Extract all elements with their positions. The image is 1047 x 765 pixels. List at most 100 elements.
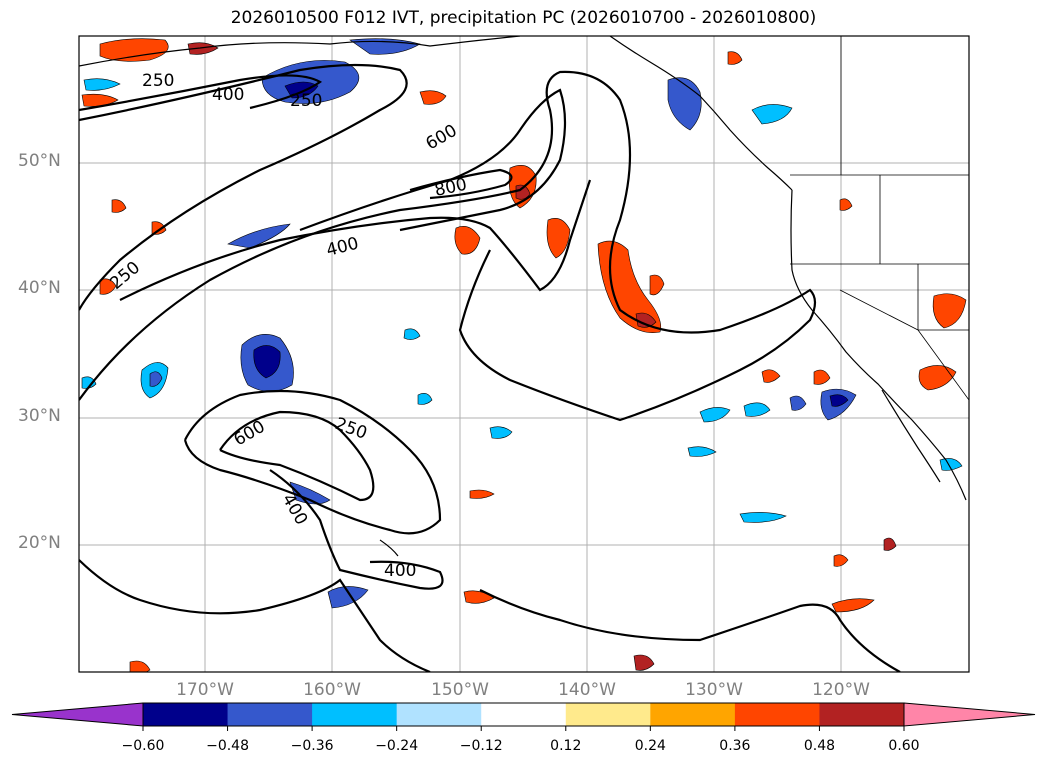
neg-blob-mid-3 [417,393,433,405]
colorbar-extension-max [903,702,1036,727]
map-title: 2026010500 F012 IVT, precipitation PC (2… [230,8,817,28]
ivt-600-core [299,88,567,232]
pos-blob-gulf [419,90,447,105]
neg-blob-west-core [149,371,163,387]
ivt-400-jet [119,179,592,301]
pos-blob-front-3 [454,226,481,255]
contour-label: 400 [212,85,244,105]
ivt-jet-outer [79,70,817,422]
colorbar-tick-label: −0.60 [121,738,165,754]
pos-blob-nw-3 [81,93,119,107]
colorbar-segment [312,703,398,726]
lat-label: 30°N [18,406,61,426]
lat-label: 20°N [18,533,61,553]
map-background [79,36,969,672]
pos-blob-8 [761,369,781,383]
pos-blob-14 [883,537,897,551]
pos-blob-3 [831,598,875,613]
pos-blob-front-4 [597,240,662,333]
coast-alaska [79,36,521,67]
pos-blob-10 [99,278,117,295]
neg-blob-cal-2-core [829,394,849,407]
ivt-400-north [79,74,323,112]
colorbar-segment [481,703,567,726]
colorbar-segment [396,703,482,726]
neg-blob-center-core [253,345,281,379]
lat-label: 50°N [18,151,61,171]
neg-blob-east-3 [687,446,717,457]
coast-us-west [790,189,967,501]
pos-blob-5 [633,654,655,671]
colorbar-tick-label: 0.60 [888,738,920,754]
neg-blob-alaska-core [284,81,319,99]
lon-label: 120°W [812,680,870,700]
pos-blob-front-5 [649,274,665,296]
pos-blob-front-2 [546,218,571,259]
coastlines [79,36,967,557]
colorbar-tick-label: 0.48 [803,738,836,754]
coast-hawaii [379,539,399,557]
neg-blob-streak-1 [227,223,291,249]
neg-blob-mid [489,426,513,439]
pos-blob-front-4-core [635,312,657,328]
pos-blob-16 [839,198,853,211]
neg-blob-east-1 [699,407,731,423]
colorbar-tick-label: −0.24 [375,738,419,754]
ivt-800-core [409,168,513,200]
map-panel: 250 400 250 600 800 400 250 250 600 400 … [78,35,970,673]
ivt-600-south [219,410,375,502]
colorbar-tick-label: 0.36 [719,738,751,754]
colorbar-segment [650,703,736,726]
pos-blob-nw-1 [99,38,169,62]
contour-label: 250 [142,71,174,91]
pos-blob-15 [727,51,743,65]
lat-label: 40°N [18,278,61,298]
colorbar-segment [819,703,905,726]
pos-blob-front-1-core [515,184,531,200]
ivt-outer-south [79,559,431,672]
neg-blob-streak-2 [289,481,331,505]
political-borders [790,36,969,401]
lon-label: 150°W [431,680,489,700]
coast-baja [881,389,941,483]
neg-blob-mid-2 [403,328,421,340]
neg-blob-mtn [939,458,963,471]
neg-blob-far-w [83,78,121,91]
pos-blob-9 [813,369,831,385]
neg-blob-alaska [261,60,360,104]
ivt-east-loop [479,589,901,672]
precip-positive-anomalies [81,38,967,672]
neg-blob-sb [743,402,771,417]
colorbar-tick-label: 0.12 [550,738,582,754]
neg-blob-inland-1 [751,104,793,125]
colorbar-tick-label: −0.36 [290,738,334,754]
contour-label: 400 [384,561,416,581]
colorbar-tick-label: −0.48 [206,738,249,754]
neg-blob-east-2 [739,512,787,523]
pos-blob-nw-2 [187,42,219,55]
border-states [790,175,969,401]
pos-blob-4 [833,554,849,567]
map-frame [78,35,970,673]
pos-blob-7 [932,293,967,329]
ivt-400-south [269,469,444,590]
pos-blob-13 [129,660,151,672]
colorbar-segments [11,702,1036,727]
lon-label: 160°W [303,680,361,700]
neg-blob-south [327,586,369,609]
pos-blob-6 [918,365,957,391]
graticule [79,36,969,672]
colorbar-segment [143,703,229,726]
coast-bc [609,36,793,191]
colorbar-segment [565,703,651,726]
contour-label: 250 [290,91,322,111]
neg-blob-cal-1 [789,395,807,411]
colorbar-extension-min [11,702,144,727]
lon-label: 170°W [176,680,234,700]
lon-label: 130°W [685,680,743,700]
colorbar-tick-marks [142,726,905,731]
colorbar-segment [734,703,820,726]
ivt-contours [79,63,901,672]
lon-label: 140°W [558,680,616,700]
ivt-250-north [79,63,408,311]
